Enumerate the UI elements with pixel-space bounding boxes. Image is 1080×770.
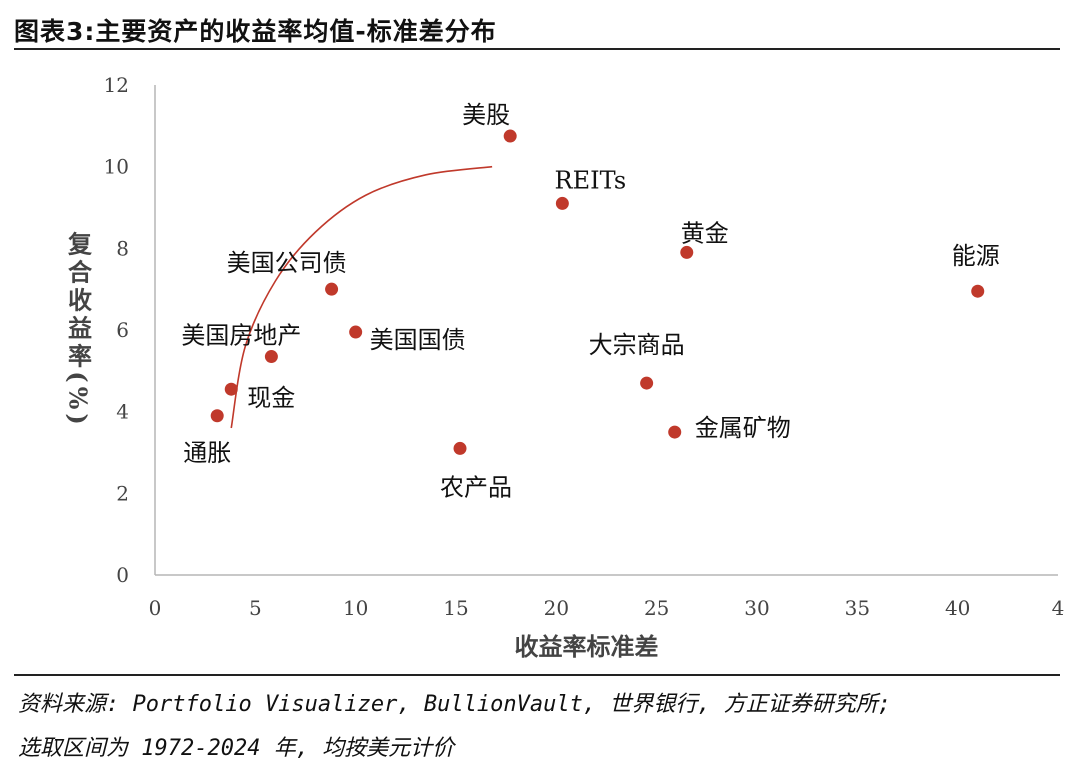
data-point [325, 282, 339, 296]
y-tick-label: 2 [116, 481, 129, 505]
y-axis-title: 复合收益率(%) [64, 231, 93, 429]
data-point-label: 通胀 [183, 439, 231, 467]
data-point [264, 350, 278, 364]
footer-rule [14, 674, 1060, 676]
y-tick-label: 0 [116, 563, 129, 587]
data-point-label: 美国公司债 [227, 249, 347, 277]
x-tick-label: 10 [343, 596, 368, 620]
data-point [680, 245, 694, 259]
data-point [349, 325, 363, 339]
data-point-label: 能源 [952, 242, 1000, 270]
data-point-label: REITs [555, 166, 627, 194]
x-tick-label: 5 [249, 596, 262, 620]
x-axis-title: 收益率标准差 [515, 632, 659, 661]
x-tick-label: 40 [945, 596, 970, 620]
data-point-label: 现金 [247, 384, 295, 412]
scatter-chart: 0 2 4 6 8 10 12 0 5 10 15 20 25 30 35 40 4 收益率标准差 复合收益率(%)… [64, 73, 1065, 661]
data-point [503, 129, 517, 143]
x-tick-label: 30 [744, 596, 769, 620]
data-point [640, 376, 654, 390]
x-tick-label: 15 [443, 596, 468, 620]
source-note-range: 选取区间为 1972-2024 年, 均按美元计价 [18, 736, 455, 761]
frontier-curve-layer [230, 165, 493, 429]
data-point [453, 441, 467, 455]
data-point [210, 409, 224, 423]
points-layer [210, 129, 985, 455]
data-point-label: 大宗商品 [589, 331, 685, 359]
data-point [224, 382, 238, 396]
x-tick-label: 35 [845, 596, 870, 620]
y-tick-label: 10 [104, 155, 129, 179]
y-tick-label: 8 [116, 236, 129, 260]
title-bar: 图表3:主要资产的收益率均值-标准差分布 [14, 8, 1060, 50]
y-tick-label: 12 [104, 73, 129, 97]
data-point-label: 金属矿物 [695, 414, 791, 442]
data-point-label: 美国国债 [370, 326, 466, 354]
x-tick-label: 25 [644, 596, 669, 620]
page-title: 图表3:主要资产的收益率均值-标准差分布 [14, 17, 497, 46]
data-point-label: 美国房地产 [181, 322, 301, 350]
data-point [555, 196, 569, 210]
data-point [971, 284, 985, 298]
data-point-label: 黄金 [681, 219, 729, 247]
source-note: 资料来源: Portfolio Visualizer, BullionVault… [18, 692, 892, 717]
data-point-label: 农产品 [440, 473, 512, 501]
x-tick-label: 4 [1052, 596, 1065, 620]
x-tick-label: 20 [544, 596, 569, 620]
data-point-label: 美股 [462, 101, 510, 129]
efficient-frontier-curve [230, 165, 493, 429]
x-tick-label: 0 [149, 596, 162, 620]
chart-axes: 0 2 4 6 8 10 12 0 5 10 15 20 25 30 35 40 4 收益率标准差 复合收益率(%) [64, 73, 1065, 661]
y-tick-label: 6 [116, 318, 129, 342]
y-tick-label: 4 [116, 400, 129, 424]
data-point [668, 425, 682, 439]
